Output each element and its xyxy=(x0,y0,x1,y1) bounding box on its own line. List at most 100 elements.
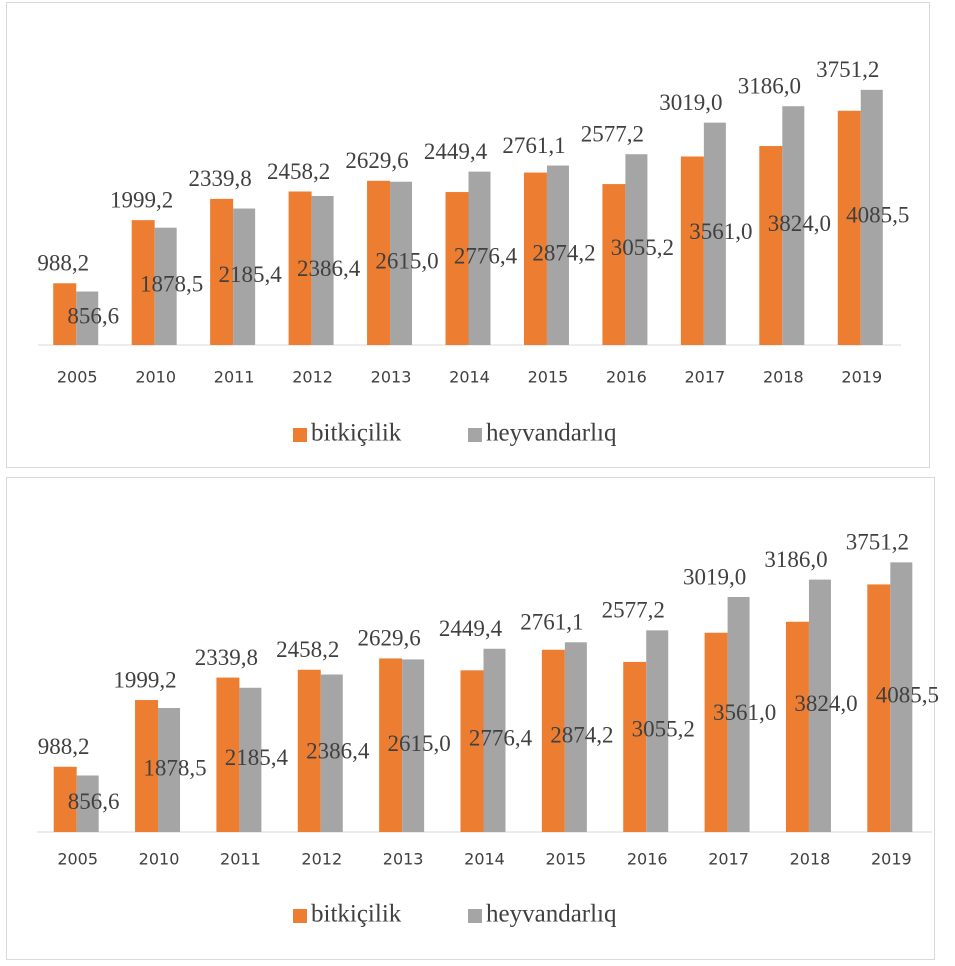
data-label: 3824,0 xyxy=(768,211,831,236)
x-tick-label: 2011 xyxy=(214,368,255,387)
legend-label: heyvandarlıq xyxy=(486,420,617,447)
data-label: 2449,4 xyxy=(439,616,503,641)
x-tick-label: 2018 xyxy=(790,850,831,869)
x-tick-label: 2017 xyxy=(685,368,726,387)
data-label: 2874,2 xyxy=(532,241,595,266)
data-label: 4085,5 xyxy=(846,203,909,228)
x-tick-label: 2018 xyxy=(763,368,804,387)
legend-swatch xyxy=(468,428,482,442)
data-label: 3561,0 xyxy=(689,219,752,244)
x-tick-label: 2012 xyxy=(292,368,333,387)
bar xyxy=(320,674,343,832)
data-label: 2629,6 xyxy=(345,148,408,173)
bar xyxy=(564,642,587,832)
bar xyxy=(703,122,726,345)
data-label: 3751,2 xyxy=(846,530,909,555)
bar xyxy=(483,648,506,832)
legend-swatch xyxy=(468,909,482,923)
data-label: 3055,2 xyxy=(632,716,695,741)
x-tick-label: 2016 xyxy=(606,368,647,387)
data-label: 856,6 xyxy=(68,789,120,814)
x-tick-label: 2010 xyxy=(139,850,180,869)
bar xyxy=(890,562,913,832)
bar xyxy=(867,584,891,832)
bar xyxy=(808,579,831,832)
bar xyxy=(367,180,391,345)
data-label: 3561,0 xyxy=(713,700,776,725)
chart-frame xyxy=(6,477,935,960)
bar xyxy=(288,191,312,345)
legend-label: heyvandarlıq xyxy=(486,901,617,928)
chart-frame xyxy=(6,2,930,468)
x-tick-label: 2012 xyxy=(301,850,342,869)
data-label: 1999,2 xyxy=(110,187,173,212)
x-tick-label: 2015 xyxy=(528,368,569,387)
bar xyxy=(76,291,99,345)
data-label: 2615,0 xyxy=(388,731,451,756)
bar xyxy=(782,106,805,345)
data-label: 2776,4 xyxy=(454,244,518,269)
data-label: 2761,1 xyxy=(520,610,583,635)
bar xyxy=(602,184,626,345)
data-label: 2386,4 xyxy=(306,739,370,764)
bar xyxy=(759,146,783,345)
data-label: 2629,6 xyxy=(358,626,421,651)
bar xyxy=(541,649,565,832)
bar xyxy=(460,670,484,832)
bar xyxy=(216,677,240,832)
data-label: 4085,5 xyxy=(876,682,939,707)
x-tick-label: 2019 xyxy=(871,850,912,869)
bar xyxy=(53,766,77,832)
data-label: 988,2 xyxy=(37,251,89,276)
x-tick-label: 2015 xyxy=(546,850,587,869)
bar xyxy=(239,687,262,832)
bar xyxy=(210,198,234,345)
legend-swatch xyxy=(293,909,307,923)
bar xyxy=(860,89,883,345)
x-tick-label: 2017 xyxy=(708,850,749,869)
bar xyxy=(623,661,647,832)
bar xyxy=(158,708,181,832)
data-label: 2458,2 xyxy=(276,637,339,662)
bar xyxy=(680,156,704,345)
data-label: 2386,4 xyxy=(297,256,361,281)
x-tick-label: 2014 xyxy=(464,850,505,869)
legend-swatch xyxy=(293,428,307,442)
bar xyxy=(311,195,334,345)
data-label: 988,2 xyxy=(38,734,90,759)
bar xyxy=(379,658,403,832)
data-label: 3186,0 xyxy=(738,73,801,98)
legend-label: bitkiçilik xyxy=(311,420,402,447)
x-tick-label: 2005 xyxy=(57,850,98,869)
data-label: 2339,8 xyxy=(195,645,258,670)
data-label: 2874,2 xyxy=(550,722,613,747)
data-label: 2577,2 xyxy=(602,598,665,623)
bar xyxy=(131,220,155,345)
bar xyxy=(297,669,321,832)
x-tick-label: 2013 xyxy=(371,368,412,387)
bar xyxy=(135,700,159,832)
bar xyxy=(546,165,569,345)
data-label: 3824,0 xyxy=(794,691,857,716)
data-label: 2615,0 xyxy=(375,249,438,274)
bar xyxy=(625,154,648,345)
bar xyxy=(523,172,547,345)
data-label: 2776,4 xyxy=(469,726,533,751)
data-label: 2339,8 xyxy=(189,166,252,191)
x-tick-label: 2010 xyxy=(135,368,176,387)
bar xyxy=(390,181,413,345)
x-tick-label: 2016 xyxy=(627,850,668,869)
bar xyxy=(468,171,491,345)
data-label: 2185,4 xyxy=(225,745,289,770)
data-label: 3019,0 xyxy=(659,90,722,115)
data-label: 2577,2 xyxy=(581,122,644,147)
data-label: 2458,2 xyxy=(267,159,330,184)
bar xyxy=(704,632,728,832)
data-label: 856,6 xyxy=(67,304,119,329)
bar xyxy=(837,110,861,346)
data-label: 1999,2 xyxy=(113,667,176,692)
data-label: 2761,1 xyxy=(502,133,565,158)
bar xyxy=(53,283,77,345)
x-tick-label: 2013 xyxy=(383,850,424,869)
